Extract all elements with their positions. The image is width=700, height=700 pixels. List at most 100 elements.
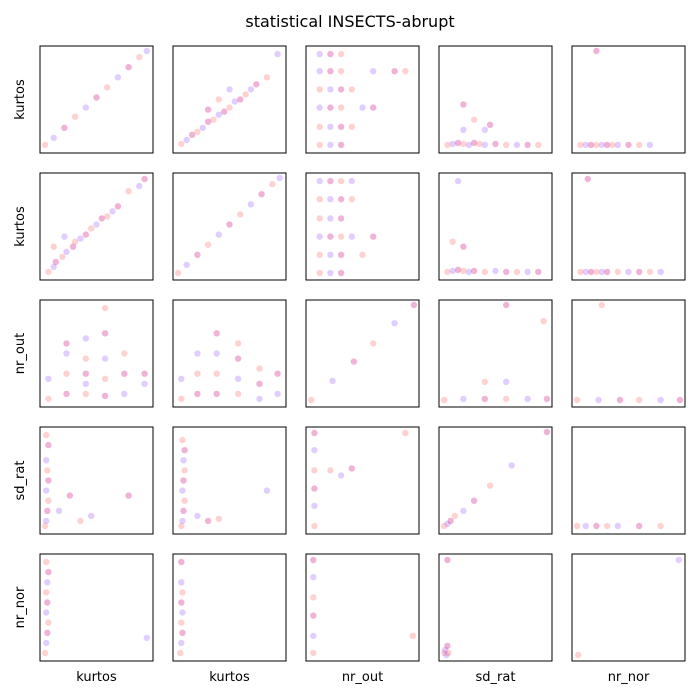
scatter-point <box>337 123 345 130</box>
scatter-point <box>82 335 90 342</box>
subplot-frame-r4-c3 <box>438 553 553 662</box>
scatter-point <box>276 174 283 182</box>
scatter-point <box>234 355 242 362</box>
scatter-point <box>45 619 52 626</box>
scatter-point <box>316 50 323 58</box>
scatter-point <box>503 378 510 385</box>
scatter-point <box>63 350 70 357</box>
scatter-point <box>337 86 345 93</box>
scatter-point <box>486 482 494 489</box>
scatter-point <box>253 81 260 88</box>
scatter-point <box>194 370 201 377</box>
scatter-point <box>125 188 132 195</box>
scatter-point <box>88 512 95 520</box>
scatter-point <box>183 136 190 144</box>
scatter-point <box>179 436 186 444</box>
scatter-point <box>603 141 611 149</box>
scatter-point <box>481 395 488 403</box>
subplot-frame-r1-c3 <box>438 172 553 281</box>
scatter-point <box>101 375 109 382</box>
scatter-point <box>43 639 50 647</box>
scatter-point <box>587 268 595 276</box>
scatter-point <box>311 502 318 509</box>
scatter-point <box>316 104 323 111</box>
scatter-point <box>348 86 355 93</box>
scatter-point <box>598 268 605 276</box>
scatter-point <box>310 632 317 639</box>
scatter-point <box>61 124 68 131</box>
scatter-point <box>55 507 63 514</box>
scatter-point <box>194 128 201 135</box>
scatter-point <box>616 396 624 404</box>
scatter-point <box>310 594 317 601</box>
scatter-point <box>188 131 196 138</box>
scatter-point <box>316 269 323 277</box>
scatter-point <box>204 241 212 248</box>
scatter-point <box>603 268 611 276</box>
scatter-point <box>327 251 334 258</box>
scatter-point <box>93 221 100 228</box>
scatter-point <box>234 340 242 347</box>
scatter-point <box>109 208 116 215</box>
scatter-point <box>179 609 186 616</box>
scatter-point <box>337 215 345 222</box>
scatter-point <box>82 355 90 362</box>
scatter-point <box>179 629 186 636</box>
scatter-point <box>125 63 132 71</box>
scatter-point <box>524 141 531 149</box>
scatter-point <box>327 467 334 474</box>
subplot-frame-r2-c0 <box>39 299 154 408</box>
scatter-point <box>443 651 450 659</box>
scatter-point <box>121 390 128 398</box>
scatter-point <box>573 396 581 404</box>
scatter-point <box>409 632 416 639</box>
scatter-point <box>101 392 109 400</box>
scatter-point <box>43 558 50 566</box>
subplot-frame-r3-c3 <box>438 426 553 535</box>
subplot-frame-r4-c2 <box>305 553 420 662</box>
subplot-frame-r3-c0 <box>39 426 154 535</box>
scatter-point <box>460 507 467 514</box>
scatter-point <box>646 268 654 276</box>
scatter-point <box>327 123 334 130</box>
scatter-point <box>614 141 621 149</box>
scatter-point <box>582 141 589 149</box>
scatter-point <box>603 522 611 530</box>
scatter-point <box>247 86 255 93</box>
scatter-point <box>194 350 201 357</box>
scatter-point <box>513 141 521 149</box>
scatter-point <box>307 396 315 404</box>
scatter-point <box>44 599 51 606</box>
scatter-point <box>348 196 355 203</box>
scatter-point <box>178 579 185 586</box>
scatter-point <box>143 47 150 55</box>
scatter-point <box>143 634 150 641</box>
scatter-point <box>98 215 106 222</box>
scatter-point <box>43 609 50 616</box>
scatter-point <box>177 649 184 657</box>
scatter-point <box>204 106 212 113</box>
x-axis-label-col-4: nr_nor <box>608 670 650 685</box>
scatter-point <box>535 141 542 149</box>
scatter-point <box>625 141 632 149</box>
scatter-point <box>178 522 185 530</box>
scatter-point <box>444 268 451 276</box>
scatter-point <box>226 104 233 111</box>
scatter-point <box>327 68 334 75</box>
scatter-point <box>101 355 109 362</box>
scatter-point <box>213 390 220 398</box>
scatter-point <box>402 68 409 75</box>
scatter-point <box>121 350 128 357</box>
subplot-frame-r3-c1 <box>172 426 287 535</box>
scatter-point <box>524 268 531 276</box>
scatter-point <box>199 124 206 131</box>
scatter-point <box>535 268 542 276</box>
scatter-point <box>256 395 263 403</box>
scatter-point <box>311 485 318 492</box>
scatter-point <box>370 233 377 240</box>
scatter-point <box>327 196 334 203</box>
scatter-point <box>43 589 50 596</box>
scatter-point <box>215 111 222 118</box>
scatter-point <box>348 123 355 130</box>
scatter-point <box>41 649 49 657</box>
